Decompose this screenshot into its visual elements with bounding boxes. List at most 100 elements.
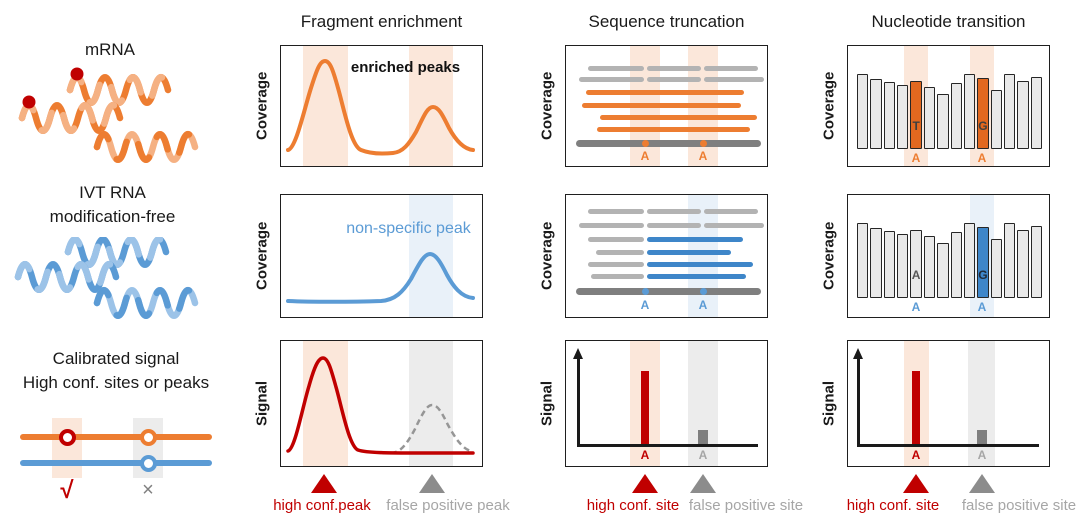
site-a-label: A	[698, 149, 708, 163]
band-high-conf-peak	[303, 46, 348, 166]
panel-fragment-calibrated	[280, 340, 483, 467]
nucleotide-bar	[1003, 223, 1016, 298]
calibrated-label-line2: High conf. sites or peaks	[22, 373, 210, 392]
ip-read	[597, 127, 750, 132]
input-read	[704, 223, 764, 228]
site-a-label: A	[698, 448, 708, 462]
nucleotide-bar	[857, 223, 869, 298]
x-axis-line	[857, 444, 1039, 447]
check-mark-icon: √	[60, 477, 74, 504]
panel-fragment-ivt: non-specific peak	[280, 194, 483, 318]
nucleotide-bar	[1030, 226, 1043, 298]
false-positive-marker-icon	[419, 474, 445, 493]
false-positive-marker-icon	[969, 474, 995, 493]
y-axis-label-signal: Signal	[538, 381, 556, 427]
input-read	[647, 77, 701, 82]
truncated-read-blue	[647, 237, 743, 242]
y-axis-label-coverage: Coverage	[253, 71, 271, 141]
nucleotide-bar	[937, 94, 949, 149]
nucleotide-bar	[923, 236, 936, 298]
y-axis-line	[857, 357, 860, 445]
band-high-conf-site	[52, 418, 82, 478]
input-read	[647, 209, 701, 214]
ivt-label-line1: IVT RNA	[79, 183, 146, 202]
nonspecific-peak-label: non-specific peak	[346, 220, 471, 237]
input-read	[579, 223, 644, 228]
ivt-waves-illustration	[14, 237, 199, 319]
mrna-wave-2-highlight	[18, 102, 124, 134]
site-dot-icon	[699, 140, 707, 147]
nucleotide-bar	[937, 243, 949, 298]
nucleotide-bar	[897, 85, 909, 149]
panel-truncation-ivt: A A	[565, 194, 768, 318]
y-axis-label-coverage: Coverage	[820, 221, 838, 291]
false-positive-signal-bar	[698, 430, 708, 444]
modification-dot-icon	[70, 67, 84, 81]
enriched-peaks-label: enriched peaks	[350, 59, 461, 76]
y-axis-arrow-icon	[572, 348, 583, 359]
column-title-fragment: Fragment enrichment	[300, 12, 463, 31]
bar-nucleotide-letter: G	[978, 268, 988, 282]
high-conf-peak-label: high conf.peak	[273, 497, 371, 514]
site-a-label: A	[698, 298, 708, 312]
high-conf-site-label: high conf. site	[586, 497, 680, 514]
ivt-coverage-curve	[286, 251, 475, 304]
false-positive-dashed-curve	[390, 403, 472, 455]
column-title-nucleotide: Nucleotide transition	[871, 12, 1026, 31]
nucleotide-bar	[963, 74, 976, 149]
y-axis-line	[577, 357, 580, 445]
input-read	[704, 77, 764, 82]
truncated-read-gray	[591, 274, 644, 279]
nucleotide-bar	[1003, 74, 1016, 149]
false-positive-site-ring-icon	[139, 428, 157, 446]
input-read	[647, 223, 701, 228]
ivt-wave-2-highlight	[14, 261, 120, 293]
high-conf-signal-bar	[641, 371, 649, 444]
nucleotide-bar	[870, 228, 882, 298]
y-axis-label-signal: Signal	[253, 381, 271, 427]
high-conf-signal-curve	[286, 356, 475, 455]
cross-mark-icon: ×	[142, 479, 154, 501]
site-a-label: A	[911, 300, 921, 314]
ivt-wave-3-shade	[93, 287, 199, 319]
panel-truncation-mrna: A A	[565, 45, 768, 167]
truncated-read-gray	[596, 250, 644, 255]
column-title-truncation: Sequence truncation	[588, 12, 745, 31]
truncated-read-gray	[588, 237, 644, 242]
ip-read	[582, 103, 741, 108]
nucleotide-bar-highlight: G	[977, 78, 989, 149]
x-axis-line	[577, 444, 758, 447]
mrna-label: mRNA	[84, 40, 136, 59]
false-positive-site-label: false positive site	[961, 497, 1077, 514]
bar-nucleotide-letter: G	[978, 119, 988, 133]
false-positive-peak-label: false positive peak	[386, 497, 510, 514]
ip-read	[600, 115, 757, 120]
mrna-waves-illustration	[18, 67, 199, 163]
y-axis-label-coverage: Coverage	[538, 71, 556, 141]
panel-fragment-mrna: enriched peaks	[280, 45, 483, 167]
high-conf-marker-icon	[903, 474, 929, 493]
truncated-read-blue	[647, 262, 753, 267]
site-a-label: A	[911, 151, 921, 165]
nucleotide-bar	[883, 231, 896, 298]
y-axis-label-coverage: Coverage	[538, 221, 556, 291]
y-axis-label-signal: Signal	[820, 381, 838, 427]
site-dot-icon	[641, 140, 649, 147]
reference-transcript-bar	[576, 140, 761, 147]
mrna-wave-3-shade	[93, 131, 199, 163]
panel-truncation-calibrated: A A	[565, 340, 768, 467]
site-a-label: A	[911, 448, 921, 462]
site-dot-icon	[641, 288, 649, 295]
calibrated-signal-curves	[286, 356, 475, 455]
false-positive-site-label: false positive site	[688, 497, 804, 514]
panel-nucleotide-calibrated: A A	[847, 340, 1050, 467]
nucleotide-bar	[883, 82, 896, 149]
nucleotide-bar	[923, 87, 936, 149]
nucleotide-bar	[990, 239, 1002, 298]
nucleotide-bar	[950, 83, 962, 149]
false-positive-marker-icon	[690, 474, 716, 493]
